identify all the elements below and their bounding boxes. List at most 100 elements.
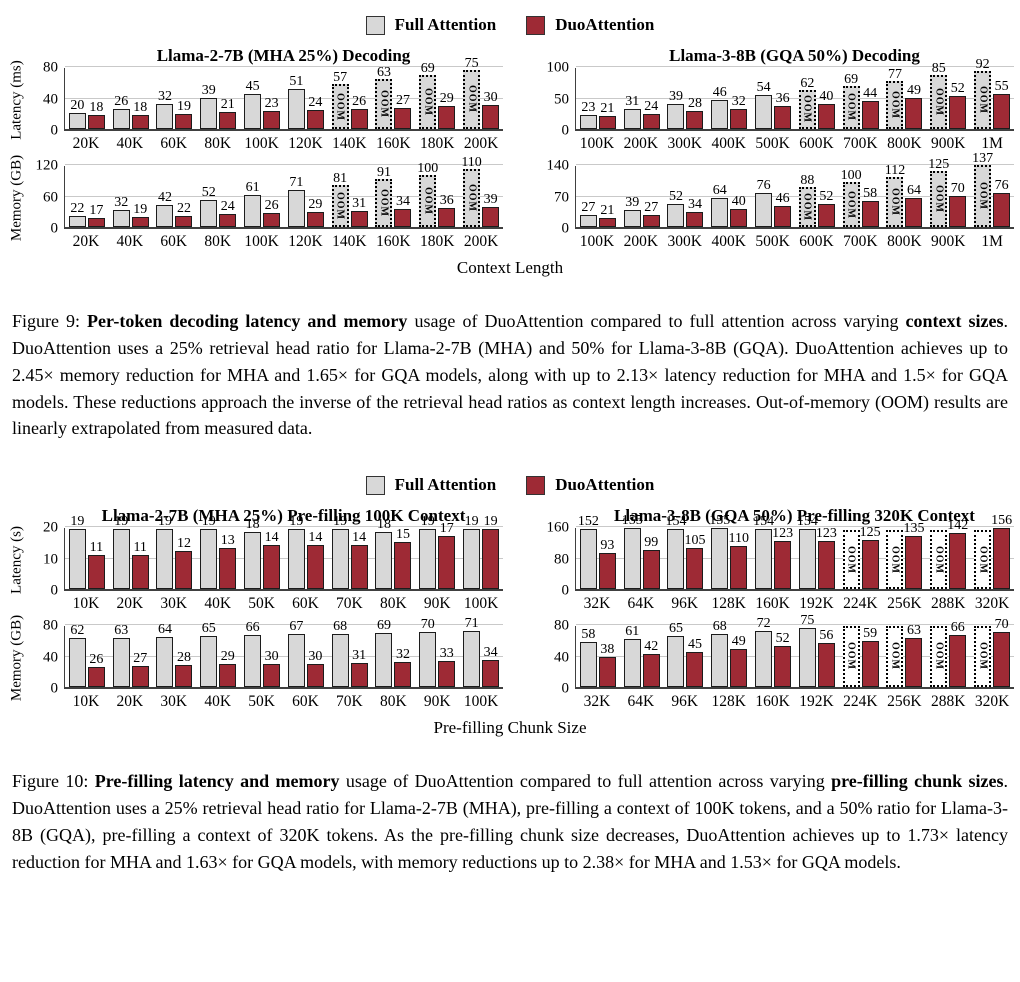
x-tick-label: 100K [244,135,279,152]
plot-area: 20 18 26 18 32 19 39 21 45 23 51 24 57 OOM 26 63 OOM 27 69… [64,56,503,131]
duo-attention-bar: 123 [816,526,837,590]
chart-fig9-mha-latency: Llama-2-7B (MHA 25%) Decoding Latency (m… [6,44,503,152]
duo-attention-bar: 19 [175,100,193,129]
x-tick-label: 160K [755,693,790,711]
y-axis-ticks: 0 70 140 [539,158,575,236]
bar-group: 112 OOM 64 [883,163,927,228]
bar-group: 52 34 [664,189,708,228]
x-tick-label: 100K [463,693,499,711]
full-attention-bar: 67 [287,620,305,688]
bar-group: 19 13 [196,515,240,590]
bar-value-label: 19 [133,202,148,218]
bar-group: 69 32 [372,618,416,688]
bar-value-label: 27 [395,92,410,108]
bar-group: 85 OOM 52 [926,62,970,129]
duo-attention-bar: 21 [598,101,616,129]
duo-attention-bar: 40 [730,195,748,228]
x-tick-label: 10K [72,693,100,711]
full-attention-bar: 65 [200,622,218,688]
duo-attention-bar: 29 [219,650,237,688]
paper-page: Full Attention DuoAttention Llama-2-7B (… [6,15,1014,872]
full-attention-bar: 19 [463,515,481,590]
oom-label: OOM [466,85,478,114]
full-attention-bar: 52 [667,189,685,228]
duo-attention-bar: 19 [482,515,500,590]
duo-attention-bar: 11 [87,540,105,590]
bar-value-label: 63 [114,622,129,638]
plot-area: 23 21 31 24 39 28 46 32 54 36 62 OOM 40 69 OOM 44 77 OOM 4… [575,58,1014,131]
x-tick-label: 160K [755,595,790,613]
chart-fig9-mha-memory: Memory (GB) 0 60 120 22 17 32 19 42 22 52 24 61 26 7… [6,154,503,250]
duo-attention-bar: 110 [729,531,749,590]
duo-attention-bar: 76 [993,178,1011,228]
full-attention-bar: 77 OOM [886,67,904,129]
full-attention-bar: 154 [665,514,686,590]
full-attention-legend-label: Full Attention [394,475,497,495]
caption-text-segment: context sizes [905,311,1004,332]
duo-attention-bar: 99 [642,536,660,590]
duo-attention-bar: 64 [905,184,923,228]
full-attention-bar: 18 [375,518,393,590]
full-attention-bar: 71 [287,175,305,228]
x-tick-label: 300K [667,233,702,251]
duo-attention-bar: 29 [438,92,456,129]
oom-label: OOM [889,545,901,574]
full-attention-bar: 19 [287,515,305,590]
full-attention-bar: 65 [667,622,685,688]
bar-group: 39 28 [664,90,708,129]
bar-group: 62 26 [65,624,109,688]
duo-attention-bar: 13 [219,534,237,590]
bar-value-label: 76 [756,177,771,193]
y-tick-label: 120 [35,157,59,174]
x-tick-label: 20K [116,595,144,613]
bar-group: 23 21 [576,100,620,129]
bar-group: 63 27 [109,623,153,688]
bar-group: 75 56 [795,614,839,688]
oom-label: OOM [466,184,478,213]
duo-attention-bar: 156 [991,513,1012,590]
gridline [65,97,503,99]
duo-attention-bar: 22 [175,201,193,228]
oom-label: OOM [378,189,390,218]
bar-value-label: 65 [668,621,683,637]
bar-group: 19 17 [415,515,459,590]
bar-value-label: 32 [731,93,746,109]
duo-attention-bar: 105 [684,533,705,590]
bar-value-label: 64 [712,183,727,199]
duo-attention-bar: 52 [774,632,792,688]
full-attention-bar: 68 [331,619,349,688]
bar-value-label: 49 [906,83,921,99]
bar-group: 39 21 [196,84,240,129]
bar-group: 65 29 [196,622,240,688]
x-axis-ticks: 100K 200K 300K 400K 500K 600K 700K 800K 900K 1M [575,233,1014,250]
full-attention-bar: 19 [112,515,130,590]
full-attention-bar: 19 [331,515,349,590]
bar-group: 110 OOM 39 [459,156,503,228]
bar-value-label: 70 [420,617,435,633]
full-attention-bar: 22 [68,201,86,228]
bar-value-label: 26 [352,93,367,109]
bar-value-label: 72 [756,615,771,631]
oom-label: OOM [845,642,857,671]
full-attention-bar: 154 [797,514,818,590]
duo-attention-bar: 31 [350,648,368,688]
y-axis-ticks: 0 40 80 [28,618,64,696]
bar-value-label: 59 [863,625,878,641]
full-attention-bar: 66 [244,621,262,688]
bar-value-label: 51 [289,73,304,89]
x-tick-label: 40K [204,693,232,711]
duo-attention-bar: 59 [861,626,879,688]
y-tick-label: 100 [546,59,570,76]
bar-value-label: 11 [133,539,147,555]
y-axis-ticks: 0 40 80 [539,618,575,696]
bar-value-label: 28 [176,650,191,666]
bar-group: 18 15 [372,518,416,590]
bar-value-label: 52 [819,188,834,204]
duo-attention-bar: 52 [949,82,967,129]
figure10-charts-grid: Llama-2-7B (MHA 25%) Pre-filling 100K Co… [6,504,1014,710]
full-attention-bar: 61 [623,625,641,688]
bar-value-label: 66 [950,620,965,636]
duo-attention-bar: 17 [87,204,105,228]
figure9-x-axis-title: Context Length [456,258,564,278]
y-axis-ticks: 0 60 120 [28,158,64,236]
